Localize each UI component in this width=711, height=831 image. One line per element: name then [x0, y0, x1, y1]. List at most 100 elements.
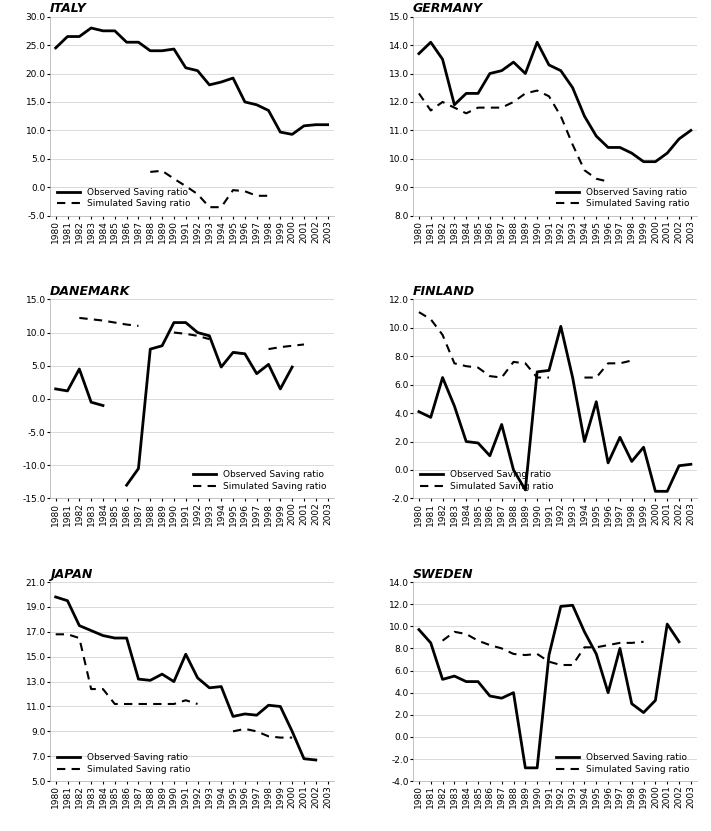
- Observed Saving ratio: [450, 100, 459, 110]
- Observed Saving ratio: [557, 322, 565, 332]
- Observed Saving ratio: [51, 592, 60, 602]
- Text: GERMANY: GERMANY: [413, 2, 483, 16]
- Observed Saving ratio: [545, 366, 553, 376]
- Line: Observed Saving ratio: Observed Saving ratio: [419, 42, 691, 162]
- Simulated Saving ratio: [146, 699, 154, 709]
- Simulated Saving ratio: [264, 344, 273, 354]
- Observed Saving ratio: [580, 111, 589, 121]
- Simulated Saving ratio: [205, 334, 214, 344]
- Text: ITALY: ITALY: [50, 2, 87, 16]
- Observed Saving ratio: [240, 97, 249, 107]
- Observed Saving ratio: [134, 464, 143, 474]
- Observed Saving ratio: [181, 63, 190, 73]
- Observed Saving ratio: [311, 120, 320, 130]
- Simulated Saving ratio: [229, 347, 237, 357]
- Observed Saving ratio: [193, 66, 202, 76]
- Observed Saving ratio: [51, 43, 60, 53]
- Observed Saving ratio: [288, 362, 296, 372]
- Simulated Saving ratio: [427, 314, 435, 324]
- Observed Saving ratio: [205, 331, 214, 341]
- Observed Saving ratio: [675, 134, 683, 144]
- Simulated Saving ratio: [521, 650, 530, 660]
- Simulated Saving ratio: [158, 166, 166, 176]
- Observed Saving ratio: [533, 366, 541, 376]
- Simulated Saving ratio: [545, 91, 553, 101]
- Observed Saving ratio: [170, 44, 178, 54]
- Observed Saving ratio: [122, 37, 131, 47]
- Simulated Saving ratio: [521, 88, 530, 98]
- Line: Observed Saving ratio: Observed Saving ratio: [419, 605, 679, 768]
- Legend: Observed Saving ratio, Simulated Saving ratio: Observed Saving ratio, Simulated Saving …: [54, 185, 193, 211]
- Observed Saving ratio: [51, 384, 60, 394]
- Observed Saving ratio: [675, 460, 683, 470]
- Observed Saving ratio: [240, 349, 249, 359]
- Simulated Saving ratio: [450, 358, 459, 368]
- Observed Saving ratio: [604, 688, 612, 698]
- Observed Saving ratio: [99, 26, 107, 36]
- Observed Saving ratio: [438, 372, 447, 382]
- Observed Saving ratio: [651, 157, 660, 167]
- Observed Saving ratio: [568, 600, 577, 610]
- Simulated Saving ratio: [181, 696, 190, 706]
- Simulated Saving ratio: [545, 372, 553, 382]
- Simulated Saving ratio: [240, 349, 249, 359]
- Simulated Saving ratio: [474, 103, 482, 113]
- Simulated Saving ratio: [438, 636, 447, 646]
- Observed Saving ratio: [240, 709, 249, 719]
- Simulated Saving ratio: [252, 191, 261, 201]
- Simulated Saving ratio: [521, 358, 530, 368]
- Simulated Saving ratio: [110, 317, 119, 327]
- Observed Saving ratio: [415, 48, 423, 58]
- Observed Saving ratio: [87, 397, 95, 407]
- Observed Saving ratio: [110, 26, 119, 36]
- Simulated Saving ratio: [217, 202, 225, 212]
- Simulated Saving ratio: [509, 97, 518, 107]
- Observed Saving ratio: [545, 60, 553, 70]
- Observed Saving ratio: [158, 669, 166, 679]
- Observed Saving ratio: [592, 131, 601, 141]
- Observed Saving ratio: [568, 83, 577, 93]
- Line: Simulated Saving ratio: Simulated Saving ratio: [233, 729, 292, 738]
- Observed Saving ratio: [486, 68, 494, 78]
- Simulated Saving ratio: [450, 103, 459, 113]
- Observed Saving ratio: [509, 57, 518, 67]
- Observed Saving ratio: [616, 142, 624, 152]
- Observed Saving ratio: [628, 699, 636, 709]
- Observed Saving ratio: [474, 438, 482, 448]
- Line: Simulated Saving ratio: Simulated Saving ratio: [174, 332, 210, 339]
- Observed Saving ratio: [110, 633, 119, 643]
- Simulated Saving ratio: [604, 358, 612, 368]
- Observed Saving ratio: [252, 100, 261, 110]
- Simulated Saving ratio: [498, 643, 506, 653]
- Simulated Saving ratio: [99, 316, 107, 326]
- Legend: Observed Saving ratio, Simulated Saving ratio: Observed Saving ratio, Simulated Saving …: [554, 185, 693, 211]
- Simulated Saving ratio: [509, 357, 518, 367]
- Observed Saving ratio: [580, 436, 589, 446]
- Observed Saving ratio: [639, 157, 648, 167]
- Observed Saving ratio: [300, 754, 309, 764]
- Observed Saving ratio: [217, 681, 225, 691]
- Observed Saving ratio: [99, 401, 107, 411]
- Observed Saving ratio: [264, 106, 273, 116]
- Observed Saving ratio: [486, 691, 494, 701]
- Observed Saving ratio: [486, 450, 494, 460]
- Simulated Saving ratio: [616, 358, 624, 368]
- Observed Saving ratio: [687, 460, 695, 470]
- Observed Saving ratio: [288, 130, 296, 140]
- Simulated Saving ratio: [300, 340, 309, 350]
- Simulated Saving ratio: [99, 684, 107, 694]
- Observed Saving ratio: [616, 643, 624, 653]
- Line: Observed Saving ratio: Observed Saving ratio: [55, 597, 316, 760]
- Observed Saving ratio: [75, 621, 84, 631]
- Simulated Saving ratio: [276, 342, 284, 352]
- Observed Saving ratio: [557, 602, 565, 612]
- Simulated Saving ratio: [170, 174, 178, 184]
- Observed Saving ratio: [604, 142, 612, 152]
- Simulated Saving ratio: [51, 629, 60, 639]
- Observed Saving ratio: [276, 384, 284, 394]
- Simulated Saving ratio: [205, 202, 214, 212]
- Simulated Saving ratio: [415, 307, 423, 317]
- Simulated Saving ratio: [181, 181, 190, 191]
- Observed Saving ratio: [462, 88, 471, 98]
- Line: Observed Saving ratio: Observed Saving ratio: [419, 327, 691, 491]
